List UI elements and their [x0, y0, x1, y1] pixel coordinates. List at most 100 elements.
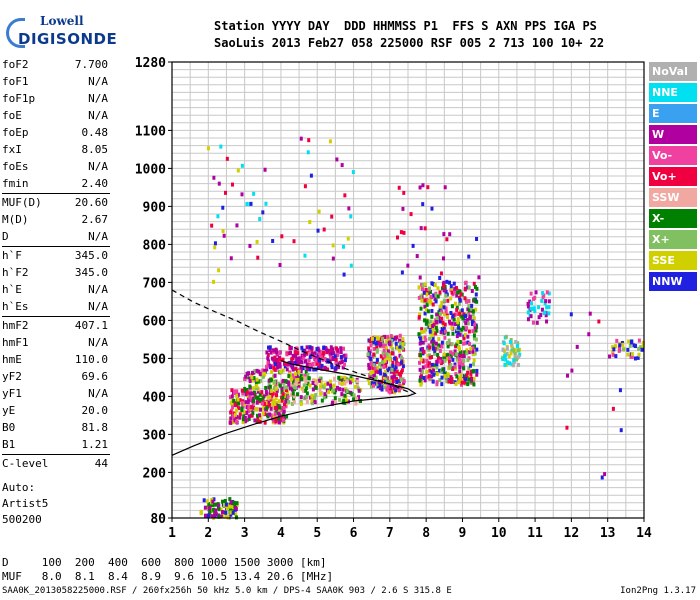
echo-point — [446, 315, 450, 320]
echo-point — [340, 381, 344, 386]
echo-point — [383, 369, 387, 374]
echo-point — [537, 315, 541, 320]
echo-point — [241, 420, 245, 425]
echo-point — [566, 373, 570, 378]
echo-point — [463, 281, 467, 286]
echo-point — [349, 263, 353, 268]
echo-point — [264, 385, 268, 390]
echo-point — [394, 365, 398, 370]
echo-point — [275, 393, 279, 398]
echo-point — [306, 372, 310, 377]
echo-point — [221, 229, 225, 234]
echo-point — [471, 369, 475, 374]
echo-point — [288, 386, 292, 391]
echo-point — [461, 316, 465, 321]
echo-point — [281, 368, 285, 373]
echo-point — [313, 351, 317, 356]
echo-point — [611, 352, 615, 357]
echo-point — [389, 378, 393, 383]
echo-point — [374, 375, 378, 380]
echo-point — [463, 341, 467, 346]
echo-point — [341, 365, 345, 370]
echo-point — [294, 350, 298, 355]
echo-point — [249, 398, 253, 403]
param-row: yF1 N/A — [2, 387, 108, 403]
echo-point — [294, 385, 298, 390]
echo-point — [318, 387, 322, 392]
echo-point — [446, 344, 450, 349]
echo-point — [268, 345, 272, 350]
echo-point — [372, 372, 376, 377]
echo-point — [517, 354, 521, 359]
echo-point — [229, 500, 233, 505]
echo-point — [435, 380, 439, 385]
echo-point — [457, 357, 461, 362]
echo-point — [406, 263, 410, 268]
echo-point — [418, 275, 422, 280]
echo-point — [256, 389, 260, 394]
file-info-footer: SAA0K_2013058225000.RSF / 260fx256h 50 k… — [2, 586, 452, 596]
echo-point — [228, 420, 232, 425]
echo-point — [231, 420, 235, 425]
param-row: M(D) 2.67 — [2, 213, 108, 229]
echo-point — [507, 354, 511, 359]
param-row: h`F2 345.0 — [2, 266, 108, 282]
echo-point — [387, 380, 391, 385]
echo-point — [426, 185, 430, 190]
echo-point — [256, 255, 260, 260]
echo-point — [299, 399, 303, 404]
param-name: B1 — [2, 438, 16, 451]
param-name: h`F2 — [2, 266, 29, 279]
echo-point — [229, 510, 233, 515]
echo-point — [245, 410, 249, 415]
echo-point — [319, 379, 323, 384]
echo-point — [400, 368, 404, 373]
echo-point — [217, 507, 221, 512]
echo-point — [205, 499, 209, 504]
echo-point — [342, 398, 346, 403]
echo-point — [471, 346, 475, 351]
echo-point — [298, 376, 302, 381]
echo-point — [379, 371, 383, 376]
echo-point — [322, 385, 326, 390]
param-value: N/A — [88, 387, 108, 400]
echo-point — [636, 355, 640, 360]
echo-point — [529, 301, 533, 306]
echo-point — [419, 353, 423, 358]
echo-point — [306, 150, 310, 155]
echo-point — [471, 312, 475, 317]
echo-point — [251, 396, 255, 401]
echo-point — [249, 201, 253, 206]
x-tick-label: 5 — [313, 526, 321, 541]
echo-point — [458, 352, 462, 357]
echo-point — [231, 510, 235, 515]
echo-point — [432, 372, 436, 377]
echo-point — [639, 345, 643, 350]
echo-point — [248, 395, 252, 400]
echo-point — [294, 366, 298, 371]
echo-point — [291, 360, 295, 365]
echo-point — [233, 418, 237, 423]
echo-point — [641, 344, 645, 349]
echo-point — [471, 309, 475, 314]
echo-point — [421, 202, 425, 207]
param-value: N/A — [88, 109, 108, 122]
y-tick-label: 1000 — [135, 162, 166, 177]
param-row: C-level 44 — [2, 457, 108, 473]
echo-point — [296, 392, 300, 397]
echo-point — [450, 321, 454, 326]
echo-point — [314, 385, 318, 390]
echo-point — [291, 353, 295, 358]
echo-point — [398, 333, 402, 338]
echo-point — [339, 346, 343, 351]
echo-point — [457, 301, 461, 306]
echo-point — [419, 347, 423, 352]
echo-point — [423, 298, 427, 303]
echo-point — [440, 375, 444, 380]
echo-point — [397, 387, 401, 392]
echo-point — [322, 227, 326, 232]
echo-point — [323, 382, 327, 387]
x-tick-label: 1 — [168, 526, 176, 541]
echo-point — [547, 291, 551, 296]
echo-point — [274, 386, 278, 391]
